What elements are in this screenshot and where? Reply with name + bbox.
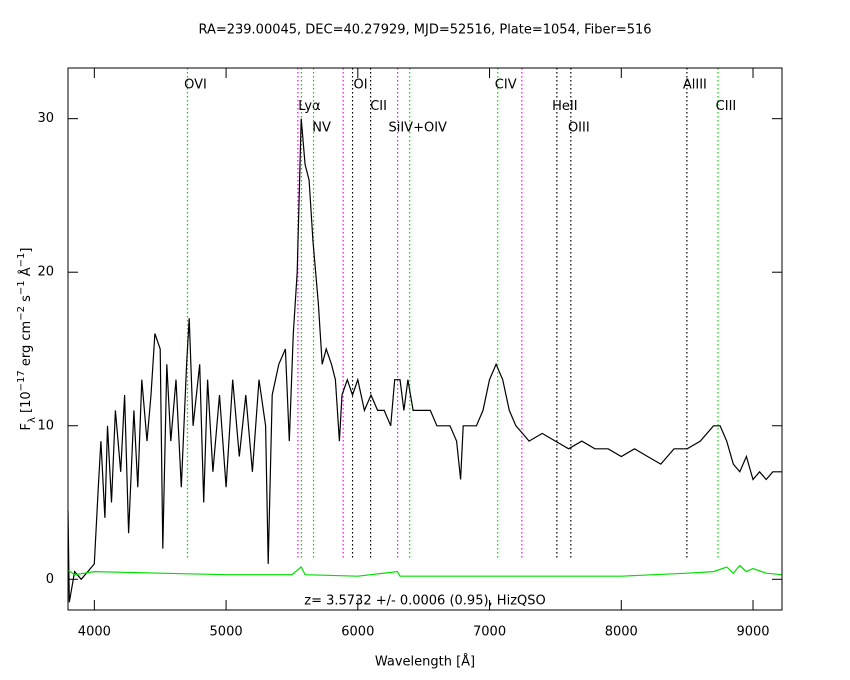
y-tick-label: 10 [37,418,54,433]
x-axis-label: Wavelength [Å] [375,654,475,670]
y-axis-label-part: erg cm [19,321,34,370]
line-label: OIII [568,121,590,136]
y-axis-label-part: [10 [19,391,34,417]
line-label: OVI [184,78,207,93]
plot-frame [67,67,783,611]
y-tick-label: 30 [37,111,54,126]
spectrum-line [68,564,782,577]
line-label: NV [312,121,331,136]
plot-area [68,118,782,603]
line-label: Lyα [298,99,320,114]
y-tick-label: 20 [37,265,54,280]
line-label: CIV [495,78,517,93]
line-label: HeII [552,99,577,114]
y-axis-label: Fλ [10−17 erg cm−2 s−1 Å−1] [16,248,38,431]
y-axis-label-part: Å [18,267,34,280]
y-axis-label-part: λ [27,417,38,423]
y-axis-label-part: F [19,423,34,430]
x-tick-label: 7000 [473,625,506,640]
chart-title: RA=239.00045, DEC=40.27929, MJD=52516, P… [198,23,651,38]
y-axis-label-part: −1 [16,280,27,295]
y-axis-label-part: −17 [16,370,27,391]
x-tick-label: 4000 [78,625,111,640]
y-axis-label-part: ] [19,248,34,253]
line-label: SiIV+OIV [388,121,447,136]
y-tick-label: 0 [46,572,54,587]
x-tick-label: 8000 [605,625,638,640]
line-label: CIII [716,99,737,114]
line-label: OI [354,78,368,93]
y-axis-label-part: −2 [16,306,27,321]
spectrum-line [68,118,782,603]
x-tick-label: 5000 [210,625,243,640]
line-label: AlIII [683,78,707,93]
y-axis-label-part: s [19,295,34,306]
x-tick-label: 9000 [736,625,769,640]
y-axis-label-part: −1 [16,253,27,268]
x-tick-label: 6000 [341,625,374,640]
line-label: CII [370,99,387,114]
annotation: z= 3.5732 +/- 0.0006 (0.95), HizQSO [304,594,545,609]
